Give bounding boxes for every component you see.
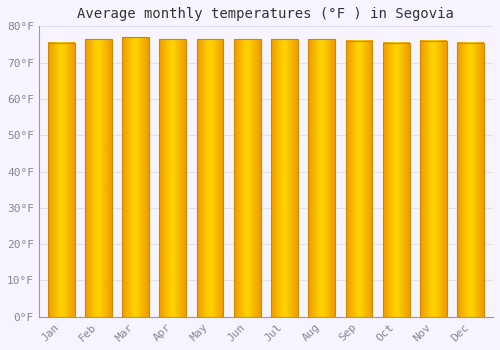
- Bar: [458, 43, 484, 317]
- Bar: [383, 43, 409, 317]
- Bar: [271, 39, 298, 317]
- Bar: [160, 39, 186, 317]
- Bar: [48, 43, 74, 317]
- Bar: [234, 39, 260, 317]
- Bar: [420, 41, 447, 317]
- Bar: [196, 39, 224, 317]
- Bar: [122, 37, 149, 317]
- Bar: [308, 39, 335, 317]
- Title: Average monthly temperatures (°F ) in Segovia: Average monthly temperatures (°F ) in Se…: [78, 7, 454, 21]
- Bar: [346, 41, 372, 317]
- Bar: [85, 39, 112, 317]
